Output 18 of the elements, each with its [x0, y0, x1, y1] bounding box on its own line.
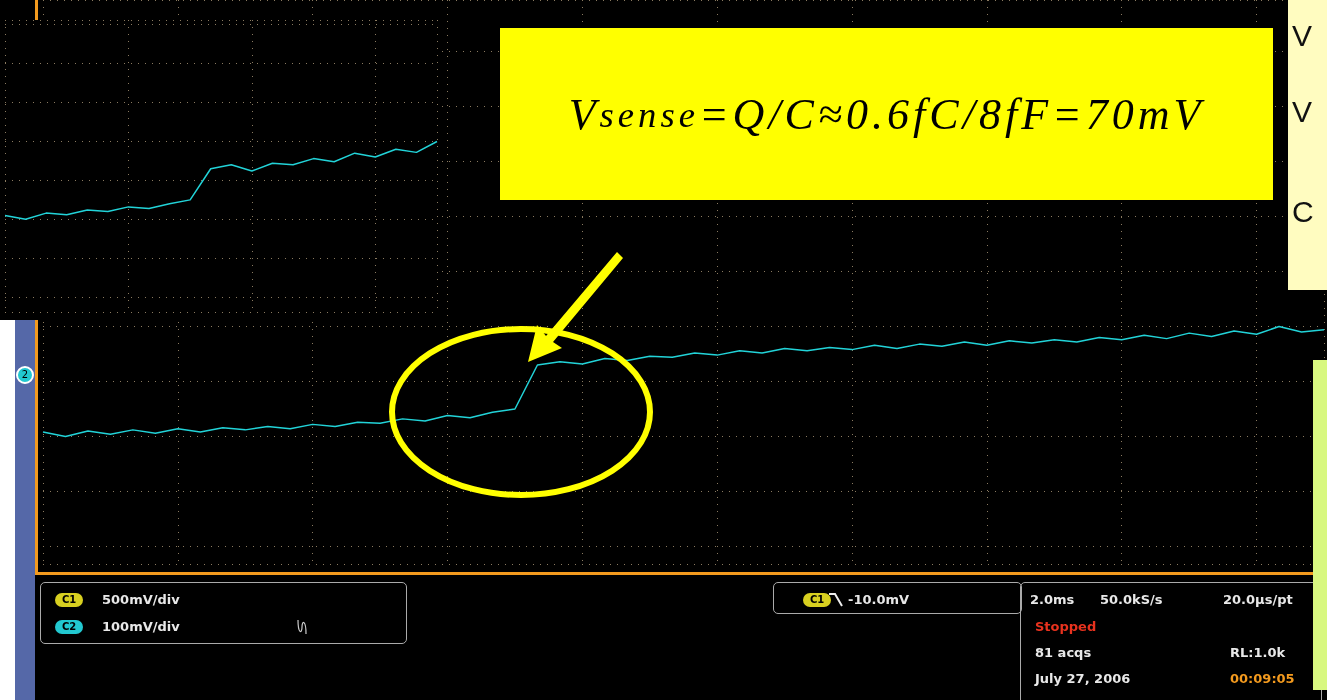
text: RL:1.0k	[1230, 645, 1286, 660]
text: 20.0µs/pt	[1223, 592, 1293, 607]
text: C2	[55, 620, 84, 634]
text: C1	[803, 593, 832, 607]
text: V	[1292, 18, 1313, 54]
text: 2.0ms	[1030, 592, 1075, 607]
text: July 27, 2006	[1035, 671, 1131, 686]
text: 100mV/div	[102, 619, 180, 634]
text: 00:09:05	[1230, 671, 1295, 686]
text: -10.0mV	[848, 592, 910, 607]
text: 2	[16, 366, 34, 384]
text: 500mV/div	[102, 592, 180, 607]
text: 81 acqs	[1035, 645, 1092, 660]
text: Stopped	[1035, 619, 1097, 634]
text: V	[1292, 94, 1313, 130]
text: C	[1292, 194, 1314, 230]
text: 50.0kS/s	[1100, 592, 1163, 607]
text: C1	[55, 593, 84, 607]
